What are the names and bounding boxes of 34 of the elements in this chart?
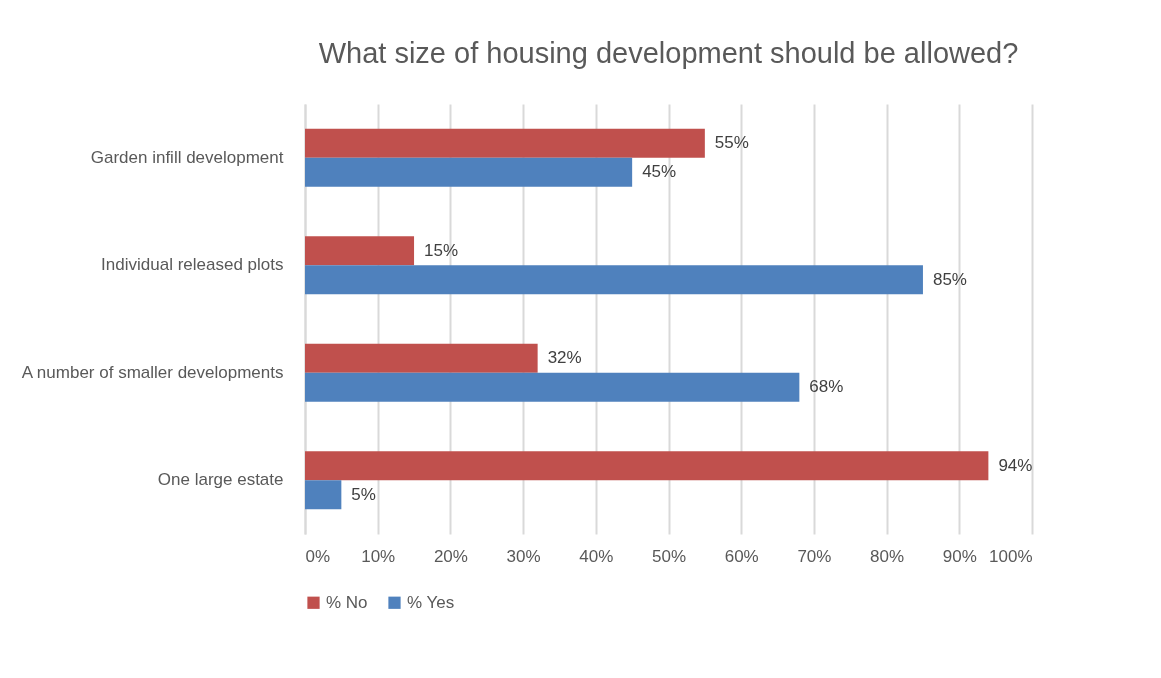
- data-label: 15%: [424, 240, 459, 260]
- x-tick-label: 30%: [506, 546, 541, 566]
- data-label: 45%: [642, 162, 677, 182]
- y-tick-label: A number of smaller developments: [21, 362, 284, 382]
- x-tick-label: 50%: [651, 546, 687, 566]
- data-label: 94%: [998, 455, 1033, 475]
- y-tick-label: Individual released plots: [101, 255, 284, 275]
- chart-title: What size of housing development should be allowed?: [318, 37, 1019, 69]
- x-tick-label: 90%: [942, 546, 977, 566]
- x-tick-label: 70%: [797, 546, 832, 566]
- x-tick-label: 10%: [361, 546, 396, 566]
- data-label: 55%: [714, 133, 749, 153]
- data-label: 68%: [809, 377, 844, 397]
- x-tick-label: 100%: [989, 546, 1033, 566]
- bar: [305, 236, 415, 266]
- x-tick-label: 40%: [579, 546, 614, 566]
- bar: [305, 128, 705, 158]
- bar: [305, 451, 989, 481]
- x-tick-label: 80%: [870, 546, 905, 566]
- legend-label: % Yes: [407, 592, 455, 612]
- x-tick-label: 0%: [305, 546, 331, 566]
- bar: [305, 157, 633, 187]
- data-label: 85%: [932, 269, 967, 289]
- bar: [305, 372, 800, 402]
- y-tick-label: Garden infill development: [90, 147, 284, 167]
- bar: [305, 265, 923, 295]
- data-label: 32%: [547, 348, 582, 368]
- x-tick-label: 60%: [724, 546, 759, 566]
- x-tick-label: 20%: [433, 546, 468, 566]
- data-label: 5%: [351, 484, 376, 504]
- bar: [305, 480, 342, 510]
- y-tick-label: One large estate: [157, 470, 284, 490]
- legend-label: % No: [326, 592, 368, 612]
- bar: [305, 343, 538, 373]
